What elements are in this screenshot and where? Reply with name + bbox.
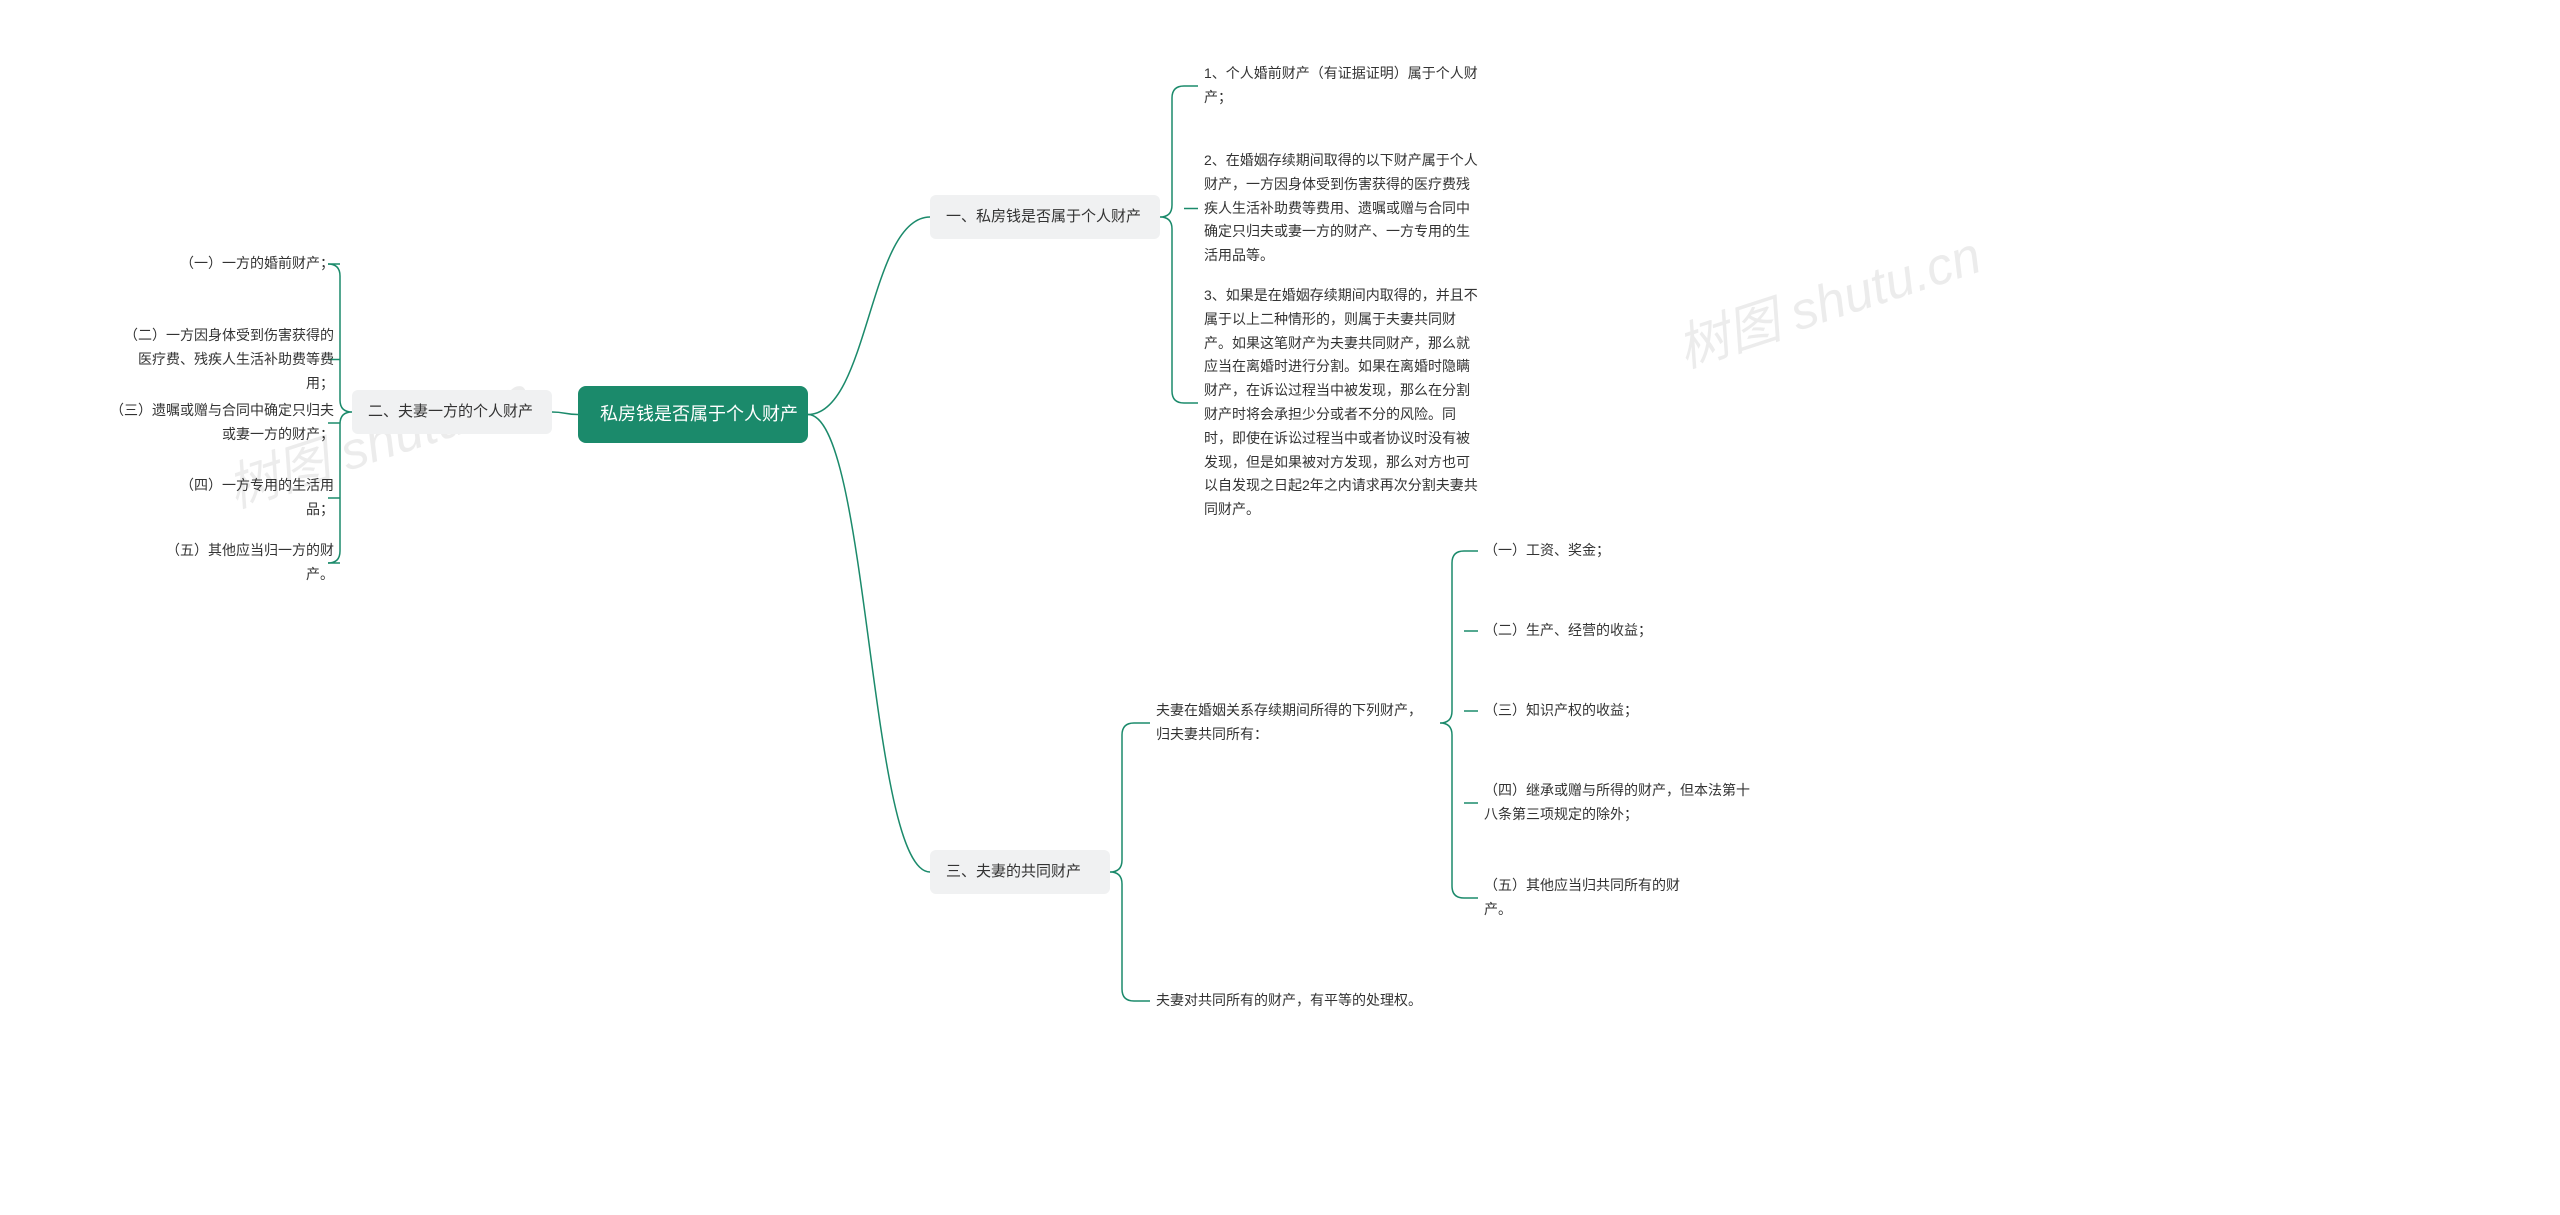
branch-2-leaf-3: （四）一方专用的生活用品； [160, 470, 340, 526]
branch-2-leaf-4: （五）其他应当归一方的财产。 [150, 535, 340, 591]
branch-2[interactable]: 二、夫妻一方的个人财产 [352, 390, 552, 434]
branch-1-leaf-2: 3、如果是在婚姻存续期间内取得的，并且不属于以上二种情形的，则属于夫妻共同财产。… [1198, 280, 1488, 526]
branch-3-sub-0-leaf-1: （二）生产、经营的收益； [1478, 615, 1678, 647]
branch-3-sub-0-leaf-2: （三）知识产权的收益； [1478, 695, 1678, 727]
branch-2-leaf-0: （一）一方的婚前财产； [160, 248, 340, 280]
branch-2-leaf-1: （二）一方因身体受到伤害获得的医疗费、残疾人生活补助费等费用； [110, 320, 340, 399]
branch-3[interactable]: 三、夫妻的共同财产 [930, 850, 1110, 894]
branch-3-sub-0-leaf-0: （一）工资、奖金； [1478, 535, 1678, 567]
branch-1-leaf-1: 2、在婚姻存续期间取得的以下财产属于个人财产，一方因身体受到伤害获得的医疗费残疾… [1198, 145, 1488, 272]
branch-1-leaf-0: 1、个人婚前财产（有证据证明）属于个人财产； [1198, 58, 1488, 114]
branch-2-leaf-2: （三）遗嘱或赠与合同中确定只归夫或妻一方的财产； [100, 395, 340, 451]
branch-3-sub-1: 夫妻对共同所有的财产，有平等的处理权。 [1150, 985, 1440, 1017]
branch-3-sub-0-leaf-4: （五）其他应当归共同所有的财产。 [1478, 870, 1698, 926]
watermark-2: 树图 shutu.cn [1666, 213, 1989, 382]
branch-1[interactable]: 一、私房钱是否属于个人财产 [930, 195, 1160, 239]
branch-3-sub-0: 夫妻在婚姻关系存续期间所得的下列财产，归夫妻共同所有： [1150, 695, 1440, 751]
branch-3-sub-0-leaf-3: （四）继承或赠与所得的财产，但本法第十八条第三项规定的除外； [1478, 775, 1768, 831]
root-node[interactable]: 私房钱是否属于个人财产 [578, 386, 808, 443]
